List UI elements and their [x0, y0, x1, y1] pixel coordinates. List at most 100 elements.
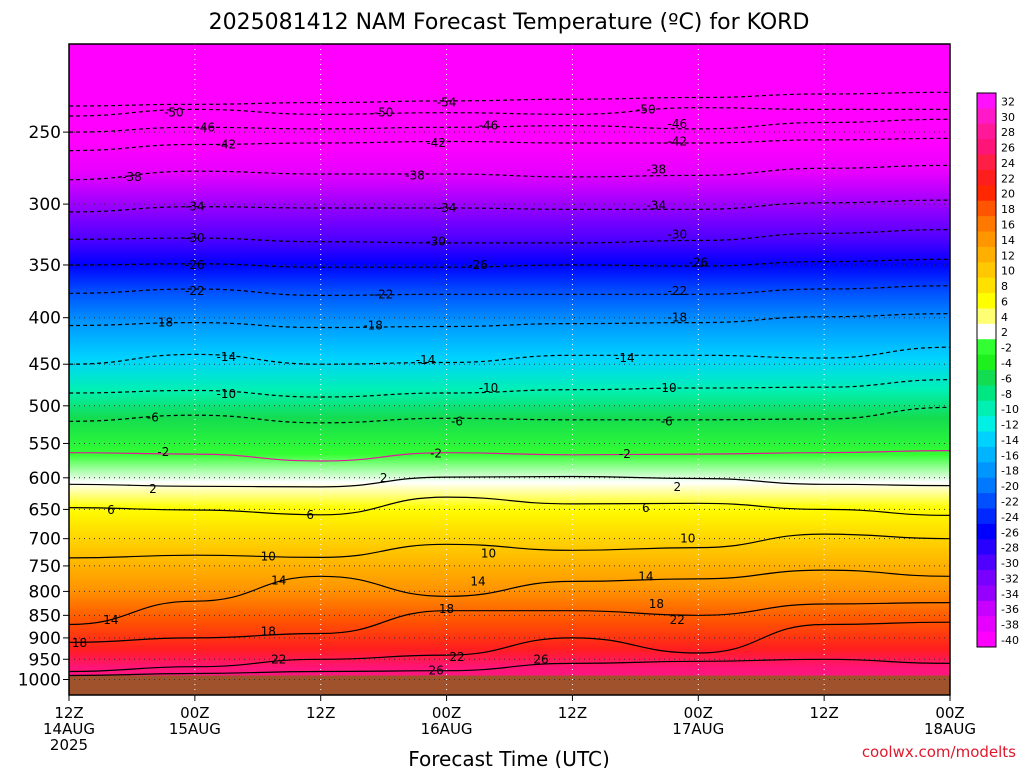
x-tick-label: 18AUG — [924, 720, 976, 738]
y-tick-label: 450 — [29, 355, 61, 375]
isotherm-line — [69, 118, 950, 133]
isotherm-line — [69, 137, 950, 152]
isotherm-label: 18 — [649, 597, 664, 611]
grid-lines — [69, 44, 950, 695]
isotherm-label: 14 — [470, 574, 485, 588]
colorbar-label: -40 — [1001, 634, 1019, 647]
x-tick-label: 12Z — [809, 704, 838, 722]
colorbar-swatch — [977, 446, 996, 463]
isotherm-label: -38 — [647, 163, 667, 177]
isotherm-label: 10 — [680, 532, 695, 546]
y-axis: 250 300 350 400 450 500 550 600 650 700 750 800 850 9… — [18, 123, 69, 691]
colorbar-label: 28 — [1001, 126, 1015, 139]
colorbar-label: -12 — [1001, 419, 1019, 432]
colorbar-swatch — [977, 169, 996, 186]
colorbar-label: 10 — [1001, 265, 1015, 278]
isotherm-label: -46 — [668, 117, 688, 131]
isotherm-line — [69, 258, 950, 268]
y-tick-label: 300 — [29, 195, 61, 215]
isotherm-label: 2 — [149, 482, 157, 496]
isotherm-label: -6 — [661, 414, 673, 428]
isotherm-label: -50 — [636, 102, 656, 116]
isotherm-label: -38 — [122, 170, 142, 184]
x-tick-label: 12Z — [306, 704, 335, 722]
colorbar-swatch — [977, 154, 996, 171]
isotherm-label: 22 — [271, 652, 286, 666]
isotherm-line — [69, 313, 950, 329]
y-tick-label: 1000 — [18, 671, 61, 691]
colorbar-label: -36 — [1001, 603, 1019, 616]
isotherm-label: -46 — [479, 119, 499, 133]
colorbar-swatch — [977, 93, 996, 109]
isotherm-label: -42 — [426, 136, 446, 150]
isotherm-line — [69, 107, 950, 117]
isotherm-label: -22 — [374, 287, 394, 301]
colorbar-frame — [976, 92, 997, 648]
isotherm-label: -46 — [196, 120, 216, 134]
colorbar-label: 12 — [1001, 249, 1015, 262]
colorbar-swatch — [977, 616, 996, 633]
colorbar-swatch — [977, 139, 996, 156]
isotherm-line — [69, 199, 950, 213]
x-tick-label: 12Z — [558, 704, 587, 722]
source-credit: coolwx.com/modelts — [862, 743, 1016, 761]
isotherm-label: 26 — [428, 664, 443, 678]
isotherm-label: -34 — [437, 201, 457, 215]
isotherm-label: -30 — [668, 227, 688, 241]
isotherm-label: 26 — [533, 652, 548, 666]
colorbar-swatch — [977, 231, 996, 248]
isotherm-label: -42 — [217, 138, 237, 152]
isotherm-label: -30 — [185, 231, 205, 245]
isotherm-line — [69, 533, 950, 559]
isotherm-label: 14 — [638, 569, 653, 583]
isotherm-label: -38 — [405, 168, 425, 182]
colorbar-label: -22 — [1001, 496, 1019, 509]
isotherm-label: -2 — [157, 445, 169, 459]
colorbar-swatch — [977, 262, 996, 279]
colorbar-label: 2 — [1001, 326, 1008, 339]
colorbar-label: 6 — [1001, 295, 1008, 308]
colorbar-label: 30 — [1001, 111, 1015, 124]
y-tick-label: 250 — [29, 123, 61, 143]
colorbar-swatch — [977, 323, 996, 340]
colorbar-legend: 32 30 28 26 24 22 20 18 16 14 12 10 8 6 4 2 -2 -4 -6 -8 -10 -… — [976, 92, 1019, 648]
x-tick-label: 00Z — [180, 704, 209, 722]
colorbar-label: 20 — [1001, 188, 1015, 201]
isotherm-label: 2 — [380, 471, 388, 485]
isotherm-label: -34 — [647, 198, 667, 212]
colorbar-swatch — [977, 554, 996, 571]
isotherm-line — [69, 406, 950, 424]
y-tick-label: 900 — [29, 629, 61, 649]
temperature-field — [69, 44, 950, 695]
colorbar-swatch — [977, 308, 996, 325]
colorbar-label: 14 — [1001, 234, 1015, 247]
y-tick-label: 350 — [29, 256, 61, 276]
colorbar-swatch — [977, 293, 996, 309]
isotherm-label: -2 — [619, 447, 631, 461]
y-tick-label: 500 — [29, 397, 61, 417]
y-tick-label: 400 — [29, 309, 61, 329]
isotherm-label: 18 — [261, 625, 276, 639]
y-tick-label: 800 — [29, 582, 61, 602]
isotherm-label: 10 — [261, 549, 276, 563]
colorbar-swatch — [977, 277, 996, 294]
x-tick-label: 15AUG — [169, 720, 221, 738]
isotherm-label: 14 — [271, 573, 286, 587]
isotherm-contours: -54-50 -50 -50-46 -46 -46-42 -42 -42-38 -38 -38-… — [69, 91, 950, 678]
x-tick-label: 00Z — [935, 704, 964, 722]
colorbar-swatch — [977, 523, 996, 540]
colorbar-label: 32 — [1001, 95, 1015, 108]
isotherm-label: -2 — [430, 446, 442, 460]
y-tick-label: 700 — [29, 530, 61, 550]
colorbar-swatch — [977, 246, 996, 263]
colorbar-label: 16 — [1001, 219, 1015, 232]
isotherm-line — [69, 475, 950, 488]
isotherm-label: 18 — [72, 636, 87, 650]
isotherm-line — [69, 91, 950, 107]
colorbar-label: 8 — [1001, 280, 1008, 293]
colorbar-label: -32 — [1001, 572, 1019, 585]
colorbar-label: -20 — [1001, 480, 1019, 493]
colorbar-swatch — [977, 108, 996, 125]
isotherm-label: -50 — [374, 106, 394, 120]
